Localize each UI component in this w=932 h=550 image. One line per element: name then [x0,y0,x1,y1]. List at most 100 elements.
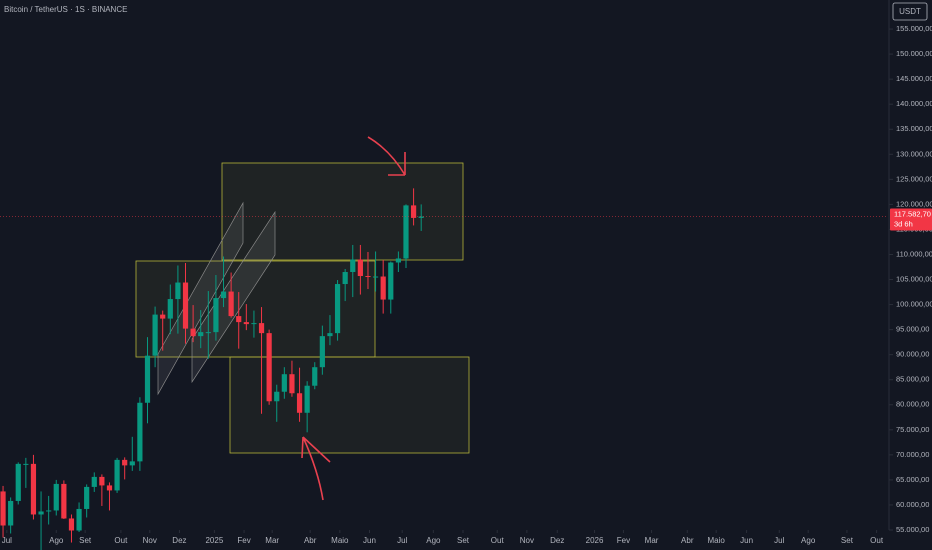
x-tick-label: Set [457,536,470,545]
candle-body [68,518,75,531]
candle-body [167,299,173,319]
candle-body [342,272,348,285]
x-tick-label: Jul [397,536,407,545]
x-tick-label: Maio [331,536,349,545]
last-price-label: 117.582,70 [894,209,931,218]
x-tick-label: Ago [426,536,441,545]
candle-body [0,491,6,526]
candle-body [251,323,257,325]
candle-body [114,459,120,491]
zone-box [229,356,470,454]
candle-body [160,314,166,319]
y-tick-label: 125.000,00 [896,174,932,183]
zone-box [221,162,464,261]
x-tick-label: Jun [363,536,376,545]
arrow [367,136,406,176]
candle-body [388,262,394,300]
candle-body [144,355,151,403]
y-tick-label: 65.000,00 [896,475,929,484]
x-tick-label: Out [870,536,884,545]
x-tick-label: Set [79,536,92,545]
y-tick-label: 75.000,00 [896,425,929,434]
x-tick-label: Abr [681,536,694,545]
candle-body [175,282,181,300]
x-tick-label: Out [114,536,128,545]
candle-body [99,476,105,486]
candle-body [403,205,409,259]
candle-body [334,284,341,334]
y-tick-label: 140.000,00 [896,99,932,108]
x-tick-label: Abr [304,536,317,545]
y-tick-label: 100.000,00 [896,300,932,309]
y-tick-label: 105.000,00 [896,275,932,284]
y-tick-label: 55.000,00 [896,525,929,534]
y-tick-label: 155.000,00 [896,24,932,33]
candle-body [327,333,333,337]
x-tick-label: Fev [617,536,630,545]
candle-body [213,298,219,333]
candle-body [312,367,318,386]
y-tick-label: 60.000,00 [896,500,929,509]
chart-title: Bitcoin / TetherUS · 1S · BINANCE [4,5,127,14]
x-tick-label: Nov [143,536,157,545]
candle-body [122,459,128,466]
y-tick-label: 110.000,00 [896,249,932,258]
x-tick-label: Ago [801,536,816,545]
countdown: 3d 6h [894,219,913,228]
x-tick-label: Jun [740,536,753,545]
candle-body [289,374,295,394]
candle-body [190,328,196,337]
candle-body [296,393,303,413]
x-tick-label: Mar [265,536,279,545]
candle-body [304,385,310,413]
candle-body [372,276,379,278]
candle-body [220,291,227,299]
y-tick-label: 90.000,00 [896,350,929,359]
candle-body [76,508,82,531]
x-tick-label: Out [491,536,505,545]
y-tick-label: 150.000,00 [896,49,932,58]
y-tick-label: 70.000,00 [896,450,929,459]
candle-body [228,291,234,317]
candle-body [365,276,371,278]
candle-body [30,463,37,515]
candle-body [243,322,249,325]
y-tick-label: 145.000,00 [896,74,932,83]
candle-body [281,374,287,392]
candle-body [91,476,97,487]
candle-body [319,336,325,368]
candle-body [418,216,424,218]
x-tick-label: Set [841,536,854,545]
y-tick-label: 80.000,00 [896,400,929,409]
y-tick-label: 85.000,00 [896,375,929,384]
candle-body [182,282,189,329]
candle-body [23,463,29,465]
candle-body [15,463,21,501]
x-tick-label: Nov [520,536,534,545]
candle-body [106,485,113,491]
arrow [301,436,331,501]
candle-body [205,332,211,334]
currency-box [892,2,928,21]
y-tick-label: 95.000,00 [896,325,929,334]
candle-body [266,333,272,402]
candle-body [46,510,52,512]
candle-body [380,276,386,300]
candle-body [152,314,158,356]
candle-body [258,323,265,334]
candle-body [357,259,363,277]
x-tick-label: Mar [645,536,659,545]
candle-body [137,402,143,462]
candle-body [274,391,280,402]
candle-body [236,316,242,323]
y-tick-label: 130.000,00 [896,149,932,158]
candle-body [350,259,356,273]
y-tick-label: 135.000,00 [896,124,932,133]
last-price-tag [890,208,932,231]
x-tick-label: 2026 [586,536,604,545]
x-tick-label: 2025 [205,536,223,545]
x-tick-label: Maio [708,536,726,545]
candle-body [53,483,59,511]
